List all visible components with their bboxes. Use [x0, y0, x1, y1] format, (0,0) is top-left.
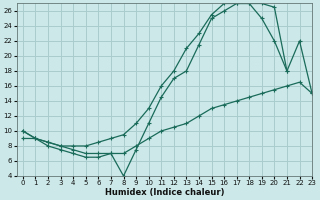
X-axis label: Humidex (Indice chaleur): Humidex (Indice chaleur) — [105, 188, 224, 197]
